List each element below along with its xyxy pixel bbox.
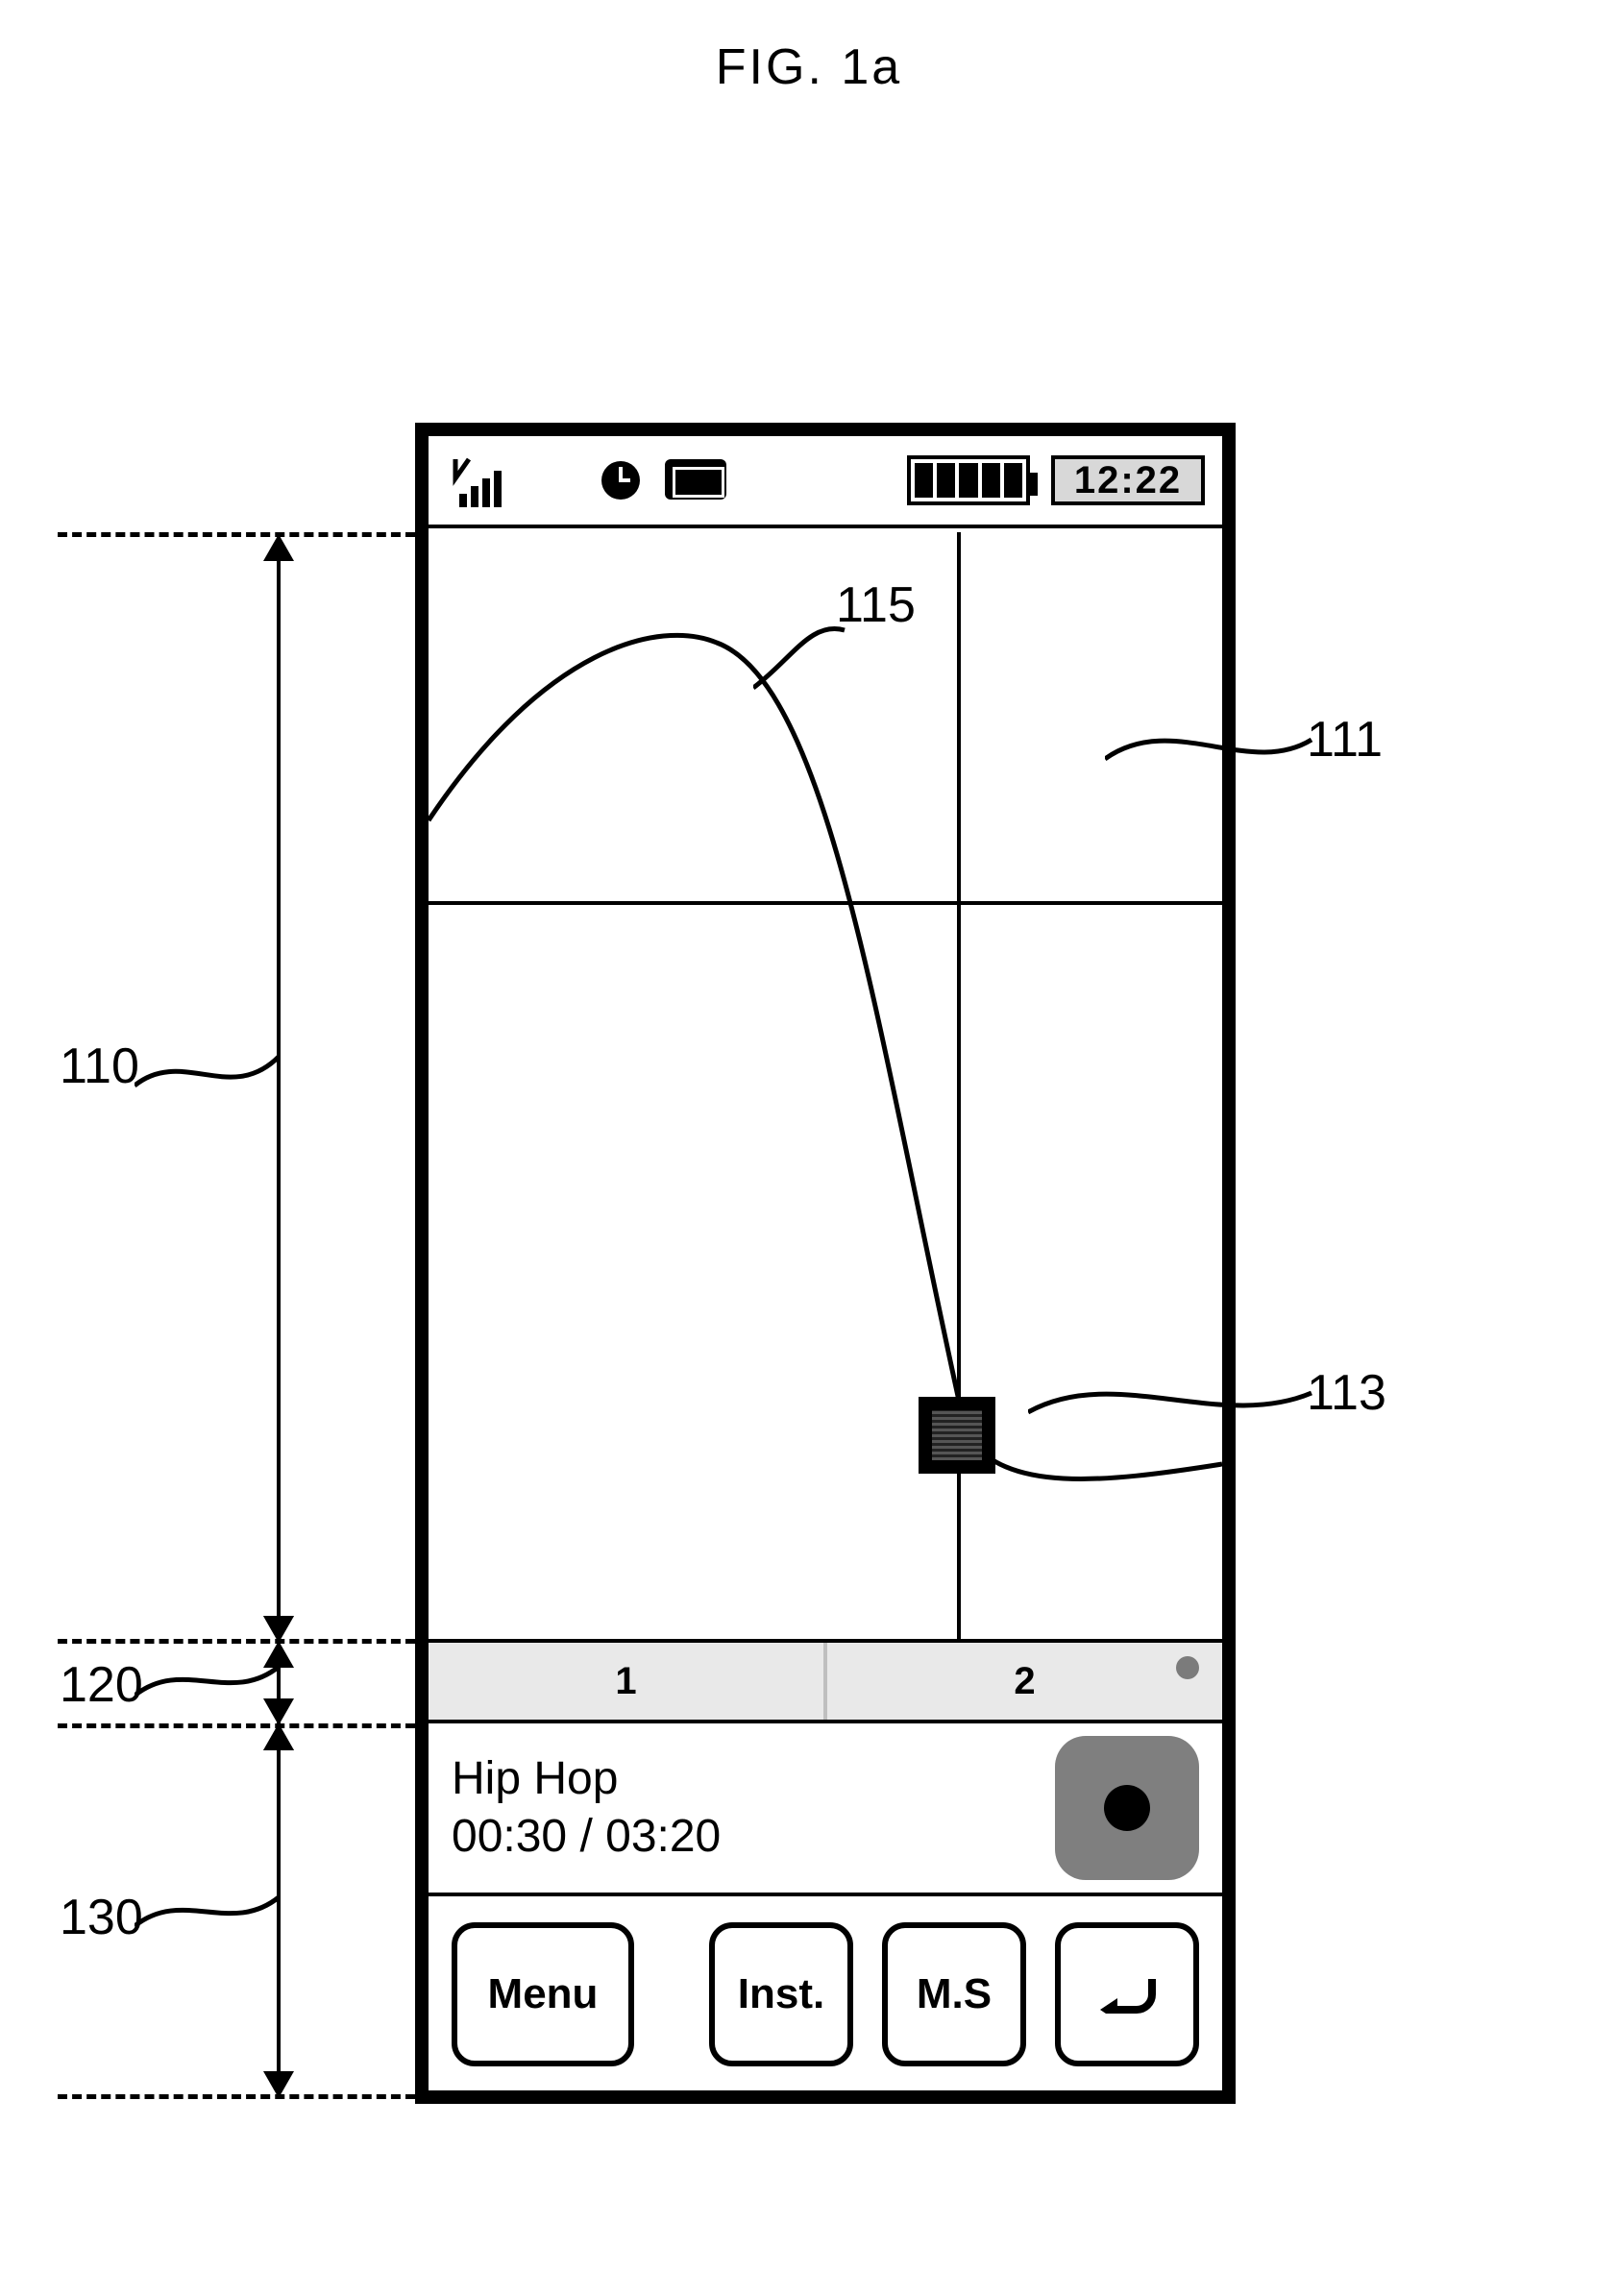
- message-icon: [665, 459, 726, 500]
- playhead-marker[interactable]: [919, 1397, 995, 1474]
- figure-title: FIG. 1a: [0, 38, 1618, 96]
- label-110: 110: [60, 1038, 139, 1095]
- record-button[interactable]: [1055, 1736, 1199, 1880]
- lead-130: [135, 1883, 288, 1941]
- record-dot-icon: [1104, 1785, 1150, 1831]
- back-button[interactable]: [1055, 1922, 1199, 2066]
- melody-curve: [429, 532, 1222, 1639]
- inst-button[interactable]: Inst.: [709, 1922, 853, 2066]
- segment-band: 1 2: [429, 1639, 1222, 1723]
- ms-button[interactable]: M.S: [882, 1922, 1026, 2066]
- button-row: Menu Inst. M.S: [429, 1898, 1222, 2090]
- menu-button-label: Menu: [488, 1970, 599, 2018]
- lead-115: [753, 621, 869, 697]
- status-time: 12:22: [1051, 455, 1205, 505]
- track-title: Hip Hop: [452, 1750, 721, 1808]
- dash-bot-130: [58, 2094, 415, 2099]
- ms-button-label: M.S: [917, 1970, 992, 2018]
- dash-bot-110: [58, 1639, 415, 1644]
- segment-2-label: 2: [1014, 1660, 1035, 1702]
- label-113: 113: [1307, 1364, 1386, 1422]
- menu-button[interactable]: Menu: [452, 1922, 634, 2066]
- lead-113: [1028, 1364, 1316, 1431]
- label-120: 120: [60, 1656, 143, 1714]
- dash-top-110: [58, 532, 415, 537]
- back-icon: [1096, 1975, 1158, 2014]
- lead-120: [135, 1652, 288, 1710]
- inst-button-label: Inst.: [738, 1970, 824, 2018]
- label-111: 111: [1307, 711, 1383, 769]
- clock-icon: [601, 461, 640, 500]
- track-time: 00:30 / 03:20: [452, 1808, 721, 1866]
- segment-dot-icon: [1176, 1656, 1199, 1679]
- info-row: Hip Hop 00:30 / 03:20: [429, 1723, 1222, 1896]
- status-bar: 12:22: [429, 436, 1222, 528]
- score-grid[interactable]: [429, 532, 1222, 1639]
- lead-110: [135, 1038, 288, 1105]
- lead-111: [1105, 711, 1316, 778]
- segment-1-label: 1: [615, 1660, 636, 1702]
- segment-1[interactable]: 1: [429, 1643, 827, 1720]
- battery-icon: [907, 455, 1030, 505]
- label-130: 130: [60, 1889, 143, 1946]
- segment-2[interactable]: 2: [827, 1643, 1222, 1720]
- signal-icon: [452, 455, 513, 509]
- dash-bot-120: [58, 1723, 415, 1728]
- track-info: Hip Hop 00:30 / 03:20: [452, 1750, 721, 1866]
